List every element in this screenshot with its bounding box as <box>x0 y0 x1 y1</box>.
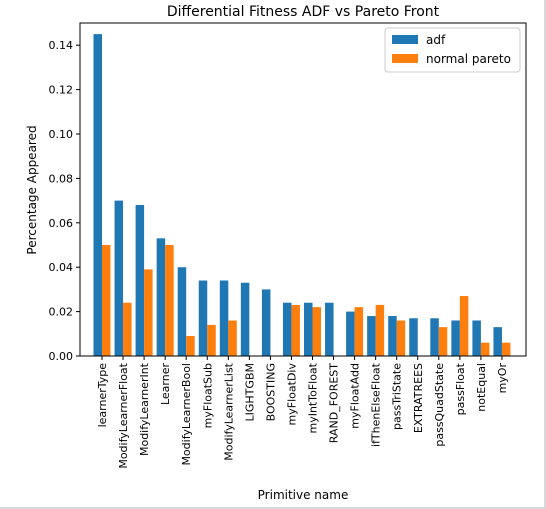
x-tick-label: Learner <box>159 363 172 406</box>
bar-normal-pareto <box>459 296 469 356</box>
x-tick-label: myOr <box>496 363 509 394</box>
bar-normal-pareto <box>123 302 132 356</box>
bar-normal-pareto <box>165 245 174 356</box>
bar-adf <box>198 280 208 356</box>
y-tick-label: 0.14 <box>49 39 74 52</box>
x-tick-label: RAND_FOREST <box>328 363 341 443</box>
bar-adf <box>430 318 439 356</box>
x-axis: learnerType ModifyLearnerFloat ModifyLearn… <box>96 356 509 469</box>
x-tick-label: passTriState <box>391 363 404 430</box>
bar-adf <box>219 280 229 356</box>
x-tick-label: passFloat <box>454 362 467 415</box>
chart-title: Differential Fitness ADF vs Pareto Front <box>167 4 440 20</box>
x-tick-label: ModifyLearnerFloat <box>117 362 130 468</box>
y-tick-label: 0.08 <box>49 172 74 185</box>
y-axis: 0.00 0.02 0.04 0.06 0.08 0.10 0.12 0.14 <box>49 39 80 363</box>
bar-adf <box>325 302 334 356</box>
x-tick-label: myIntToFloat <box>307 362 320 433</box>
bar-adf <box>282 302 292 356</box>
y-tick-label: 0.06 <box>49 217 74 230</box>
x-tick-label: ModifyLearnerList <box>222 362 235 460</box>
bar-adf <box>388 316 397 356</box>
x-tick-label: myFloatSub <box>201 363 214 428</box>
bar-adf <box>156 238 166 356</box>
bar-adf <box>409 318 418 356</box>
plot-area-frame <box>79 22 527 357</box>
legend: adf normal pareto <box>384 27 521 73</box>
y-tick-label: 0.10 <box>49 128 74 141</box>
x-tick-label: notEqual <box>475 363 488 412</box>
x-tick-label: myFloatDiv <box>285 363 298 426</box>
bar-adf <box>93 34 102 356</box>
bar-adf <box>177 267 187 356</box>
x-axis-title: Primitive name <box>258 488 349 502</box>
x-tick-label: LIGHTGBM <box>243 363 256 421</box>
bar-normal-pareto <box>480 342 490 356</box>
bar-normal-pareto <box>396 320 406 356</box>
bar-adf <box>472 320 481 356</box>
bar-normal-pareto <box>501 342 511 356</box>
legend-label-adf: adf <box>426 33 446 47</box>
bar-adf <box>114 200 124 356</box>
bar-adf <box>451 320 460 356</box>
x-tick-label: BOOSTING <box>264 363 277 421</box>
bar-adf <box>261 289 271 356</box>
legend-swatch-adf <box>392 35 418 44</box>
y-tick-label: 0.04 <box>49 261 74 274</box>
x-tick-label: myFloatAdd <box>349 363 362 429</box>
bar-normal-pareto <box>354 307 364 356</box>
bar-normal-pareto <box>207 324 216 356</box>
bar-normal-pareto <box>186 336 195 356</box>
y-tick-label: 0.00 <box>49 350 74 363</box>
legend-box <box>384 27 521 73</box>
bar-normal-pareto <box>375 304 385 356</box>
bar-normal-pareto <box>312 307 321 356</box>
x-tick-label: ifThenElseFloat <box>370 362 383 447</box>
bar-normal-pareto <box>291 304 300 356</box>
bar-adf <box>304 302 313 356</box>
bar-normal-pareto <box>102 245 111 356</box>
bar-adf <box>135 205 145 356</box>
x-tick-label: ModifyLearnerInt <box>138 362 151 456</box>
bar-adf <box>493 327 502 356</box>
bar-adf <box>240 282 250 356</box>
bars <box>93 34 511 356</box>
bar-adf <box>346 311 355 356</box>
bar-normal-pareto <box>144 269 153 356</box>
y-tick-label: 0.12 <box>49 84 74 97</box>
x-tick-label: learnerType <box>96 363 109 428</box>
x-tick-label: passQuadState <box>433 363 446 447</box>
bar-adf <box>367 316 376 356</box>
x-tick-label: EXTRATREES <box>412 363 425 433</box>
legend-label-normal-pareto: normal pareto <box>426 52 511 66</box>
legend-swatch-normal-pareto <box>392 54 418 63</box>
y-tick-label: 0.02 <box>49 306 74 319</box>
bar-normal-pareto <box>438 327 448 356</box>
y-axis-title: Percentage Appeared <box>25 125 39 254</box>
x-tick-label: ModifyLearnerBool <box>180 363 193 466</box>
bar-normal-pareto <box>228 320 237 356</box>
